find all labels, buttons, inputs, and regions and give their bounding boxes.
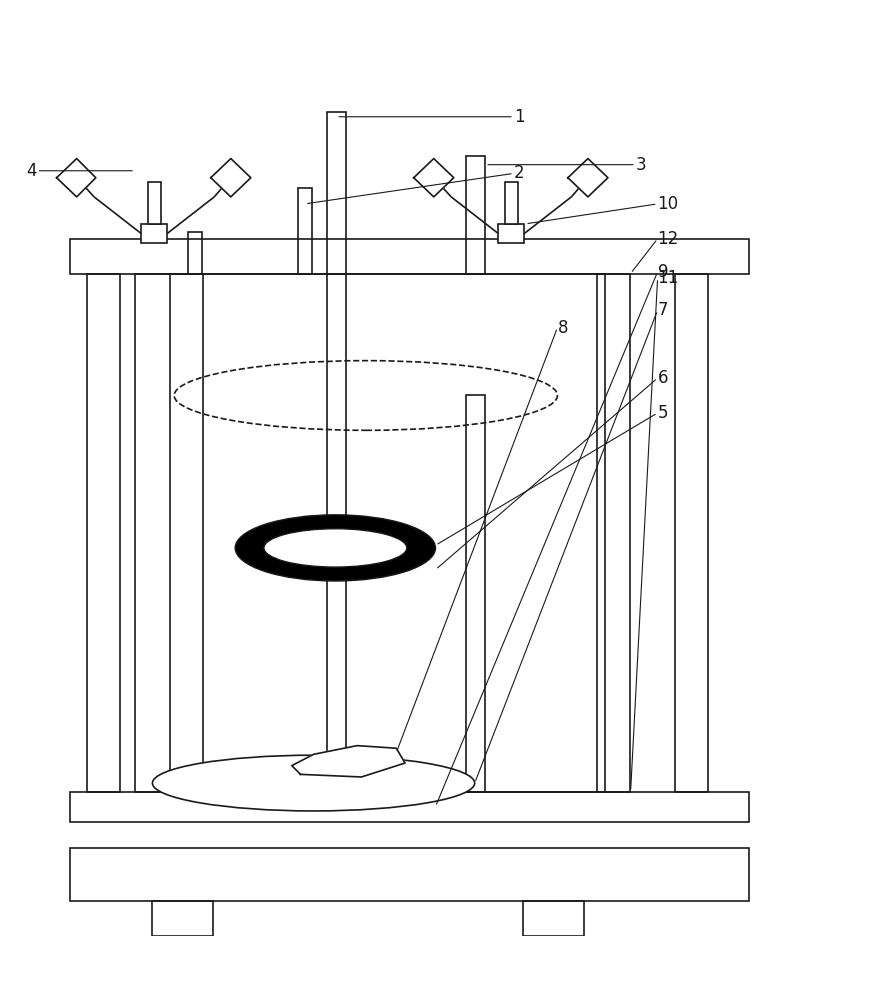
Text: 5: 5 bbox=[658, 404, 668, 422]
Bar bbox=[466, 156, 485, 274]
Text: 2: 2 bbox=[514, 164, 524, 182]
Bar bbox=[170, 274, 203, 792]
Bar bbox=[70, 848, 749, 901]
Text: 3: 3 bbox=[636, 156, 646, 174]
Text: 6: 6 bbox=[658, 369, 668, 387]
Bar bbox=[327, 112, 346, 274]
Polygon shape bbox=[292, 746, 405, 777]
Text: 11: 11 bbox=[658, 269, 679, 287]
Bar bbox=[597, 274, 630, 792]
Bar bbox=[188, 232, 202, 274]
Polygon shape bbox=[57, 159, 96, 197]
Polygon shape bbox=[414, 159, 454, 197]
Bar bbox=[675, 274, 708, 792]
Ellipse shape bbox=[152, 755, 475, 811]
Polygon shape bbox=[211, 159, 251, 197]
Text: 10: 10 bbox=[658, 195, 679, 213]
Text: 9: 9 bbox=[658, 263, 668, 281]
Bar bbox=[70, 239, 749, 274]
Bar bbox=[135, 274, 605, 792]
Bar bbox=[523, 901, 584, 936]
Polygon shape bbox=[568, 159, 608, 197]
Bar bbox=[152, 901, 213, 936]
Text: 7: 7 bbox=[658, 301, 668, 319]
Bar bbox=[505, 182, 518, 224]
Bar bbox=[298, 188, 312, 274]
Bar bbox=[141, 224, 167, 243]
Bar bbox=[148, 182, 161, 224]
Bar bbox=[498, 224, 524, 243]
Ellipse shape bbox=[235, 515, 436, 581]
Ellipse shape bbox=[264, 529, 407, 567]
Text: 4: 4 bbox=[26, 162, 37, 180]
Bar bbox=[87, 274, 120, 792]
Text: 12: 12 bbox=[658, 230, 679, 248]
Bar bbox=[327, 274, 346, 787]
Bar bbox=[70, 792, 749, 822]
Text: 1: 1 bbox=[514, 108, 524, 126]
Bar bbox=[466, 395, 485, 792]
Text: 8: 8 bbox=[557, 319, 568, 337]
